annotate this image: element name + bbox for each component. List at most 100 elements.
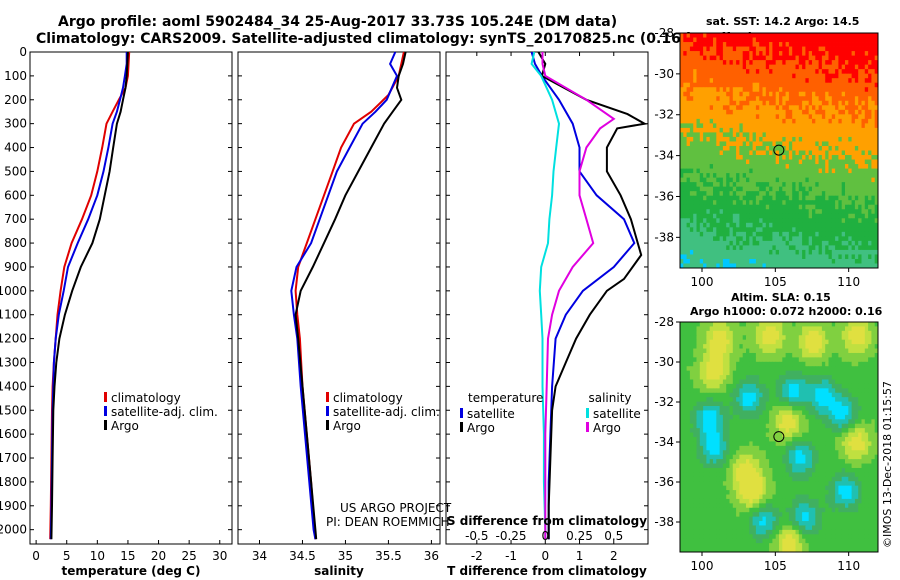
map-cell [742, 222, 747, 228]
map-cell [726, 127, 730, 133]
map-cell [785, 204, 790, 210]
map-y-tick-label: -32 [654, 108, 674, 122]
map-cell [739, 366, 744, 372]
map-cell [805, 33, 810, 38]
map-cell [795, 388, 800, 394]
map-cell [696, 254, 701, 260]
map-cell [746, 379, 750, 385]
map-cell [779, 209, 783, 215]
map-cell [699, 33, 704, 38]
map-cell [713, 123, 717, 129]
map-cell [812, 64, 816, 70]
map-cell [719, 182, 724, 188]
map-cell [696, 195, 701, 201]
map-cell [746, 423, 750, 429]
map-cell [689, 379, 694, 385]
map-cell [680, 392, 684, 398]
map-cell [808, 209, 813, 215]
map-cell [752, 249, 757, 255]
map-cell [805, 348, 810, 354]
map-cell [703, 258, 707, 264]
map-cell [848, 37, 852, 43]
map-cell [699, 383, 704, 389]
series-line-salinity-satellite [530, 51, 561, 540]
map-cell [779, 182, 783, 188]
map-cell [779, 335, 783, 341]
map-cell [769, 326, 773, 332]
map-cell [709, 388, 714, 394]
map-cell [858, 218, 862, 224]
map-cell [782, 410, 786, 416]
map-cell [825, 33, 829, 38]
map-cell [845, 51, 849, 56]
map-cell [772, 330, 777, 336]
map-cell [709, 150, 714, 156]
map-cell [864, 414, 869, 420]
map-cell [762, 254, 767, 260]
map-cell [868, 388, 872, 394]
map-cell [699, 326, 704, 332]
map-cell [749, 352, 753, 358]
map-cell [782, 127, 786, 133]
map-cell [719, 136, 724, 142]
map-cell [716, 186, 720, 192]
map-cell [759, 335, 763, 341]
map-cell [693, 200, 697, 206]
map-cell [709, 105, 714, 111]
map-cell [680, 401, 684, 407]
map-cell [769, 322, 773, 327]
map-cell [792, 141, 796, 147]
map-cell [703, 145, 707, 151]
map-cell [732, 182, 737, 188]
map-cell [871, 33, 876, 38]
map-cell [805, 195, 810, 201]
map-cell [812, 96, 816, 102]
map-cell [752, 186, 757, 192]
map-cell [703, 182, 707, 188]
map-cell [762, 114, 767, 120]
map-cell [874, 91, 879, 97]
map-cell [798, 182, 803, 188]
map-cell [802, 114, 806, 120]
map-cell [848, 136, 852, 142]
map-cell [722, 114, 727, 120]
map-cell [828, 73, 833, 79]
map-cell [709, 339, 714, 345]
map-cell [825, 136, 829, 142]
map-cell [828, 91, 833, 97]
map-cell [805, 82, 810, 88]
map-cell [838, 392, 843, 398]
map-cell [858, 200, 862, 206]
map-cell [861, 136, 866, 142]
map-cell [732, 177, 737, 183]
map-cell [854, 222, 859, 228]
map-cell [831, 127, 836, 133]
map-cell [699, 46, 704, 52]
map-cell [838, 69, 843, 75]
map-cell [729, 204, 734, 210]
map-cell [726, 344, 730, 349]
map-cell [868, 236, 872, 242]
map-cell [759, 42, 763, 47]
map-cell [749, 222, 753, 228]
map-cell [746, 209, 750, 215]
map-cell [683, 109, 687, 115]
map-cell [838, 118, 843, 124]
map-cell [821, 258, 826, 264]
map-cell [858, 78, 862, 84]
map-cell [792, 155, 796, 160]
map-cell [785, 136, 790, 142]
map-cell [713, 406, 717, 411]
map-cell [722, 64, 727, 70]
map-cell [851, 254, 856, 260]
map-cell [851, 437, 856, 442]
map-cell [854, 105, 859, 111]
map-cell [699, 222, 704, 228]
map-cell [696, 379, 701, 385]
map-cell [861, 204, 866, 210]
map-cell [775, 348, 780, 354]
map-cell [765, 109, 770, 115]
map-cell [719, 322, 724, 327]
map-cell [868, 123, 872, 129]
map-cell [871, 357, 876, 363]
